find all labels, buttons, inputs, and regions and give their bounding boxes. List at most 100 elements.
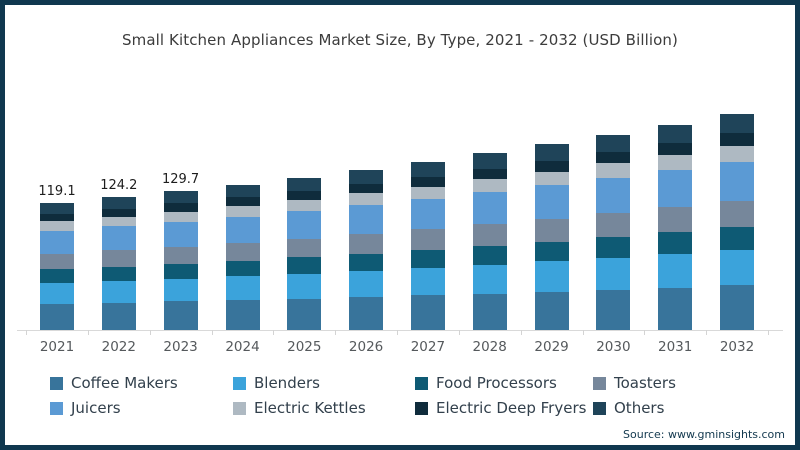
- bar-segment-juicers-2021: [40, 230, 74, 254]
- bar-segment-food-processors-2029: [534, 241, 569, 262]
- bar-segment-blenders-2031: [658, 254, 693, 288]
- bar-segment-others-2023: [163, 191, 198, 204]
- legend-item-food-processors: Food Processors: [415, 374, 557, 392]
- bar-segment-electric-deep-fryers-2029: [534, 160, 569, 172]
- bar-segment-coffee-makers-2031: [658, 287, 693, 330]
- legend-item-electric-deep-fryers: Electric Deep Fryers: [415, 399, 586, 417]
- bar-segment-others-2028: [472, 153, 507, 169]
- bar-segment-others-2027: [410, 162, 445, 177]
- bar-segment-electric-deep-fryers-2028: [472, 168, 507, 180]
- bar-segment-food-processors-2025: [287, 257, 322, 274]
- bar-value-label-2023: 129.7: [161, 172, 200, 188]
- bar-segment-toasters-2024: [225, 242, 260, 261]
- bar-segment-juicers-2027: [410, 199, 445, 230]
- bar-segment-blenders-2023: [163, 278, 198, 302]
- bar-segment-electric-deep-fryers-2023: [163, 203, 198, 212]
- legend-swatch-icon: [415, 376, 428, 390]
- bar-segment-electric-kettles-2023: [163, 211, 198, 222]
- bar-segment-electric-deep-fryers-2021: [40, 213, 74, 222]
- bar-segment-coffee-makers-2022: [101, 302, 136, 330]
- bar-segment-electric-kettles-2025: [287, 199, 322, 212]
- stacked-bar-2030: [596, 134, 631, 330]
- bar-segment-juicers-2032: [720, 161, 754, 201]
- legend-swatch-icon: [593, 376, 606, 390]
- bar-segment-electric-deep-fryers-2026: [349, 184, 384, 194]
- bar-segment-blenders-2030: [596, 257, 631, 290]
- bar-segment-electric-deep-fryers-2032: [720, 133, 754, 146]
- axis-tick: [26, 330, 28, 335]
- bar-segment-toasters-2031: [658, 207, 693, 233]
- chart-inner: Small Kitchen Appliances Market Size, By…: [5, 5, 795, 445]
- bar-segment-blenders-2022: [101, 280, 136, 303]
- bar-segment-food-processors-2022: [101, 266, 136, 281]
- x-axis-label-2031: 2031: [658, 339, 693, 355]
- stacked-bar-2022: [101, 197, 136, 330]
- stacked-bar-2023: [163, 191, 198, 330]
- bar-segment-electric-kettles-2030: [596, 163, 631, 178]
- x-axis-label-2028: 2028: [472, 339, 507, 355]
- bar-segment-juicers-2026: [349, 205, 384, 235]
- bar-segment-coffee-makers-2030: [596, 289, 631, 330]
- axis-tick: [397, 330, 398, 335]
- legend-item-electric-kettles: Electric Kettles: [233, 399, 366, 417]
- bar-segment-electric-kettles-2032: [720, 145, 754, 162]
- bar-segment-others-2022: [101, 197, 136, 209]
- stacked-bar-2028: [472, 153, 507, 330]
- x-axis-label-2032: 2032: [719, 339, 755, 355]
- bar-segment-toasters-2032: [720, 200, 754, 228]
- bar-segment-food-processors-2030: [596, 237, 631, 258]
- legend-label: Coffee Makers: [71, 374, 178, 392]
- legend-item-coffee-makers: Coffee Makers: [50, 374, 178, 392]
- stacked-bar-2027: [410, 162, 445, 330]
- x-axis-label-2021: 2021: [39, 339, 75, 355]
- axis-tick: [87, 330, 89, 335]
- axis-tick: [706, 330, 708, 335]
- bar-segment-others-2026: [349, 170, 384, 185]
- bar-segment-others-2024: [225, 184, 260, 198]
- bar-segment-toasters-2022: [101, 250, 136, 267]
- bar-segment-juicers-2024: [225, 216, 260, 243]
- bar-segment-juicers-2029: [534, 185, 569, 219]
- legend-item-blenders: Blenders: [233, 374, 320, 392]
- bar-segment-toasters-2028: [472, 224, 507, 246]
- bar-segment-toasters-2026: [349, 234, 384, 254]
- bar-segment-blenders-2026: [349, 270, 384, 297]
- bar-segment-blenders-2025: [287, 273, 322, 299]
- bar-value-label-2022: 124.2: [100, 178, 138, 194]
- axis-tick: [458, 330, 460, 335]
- bar-segment-blenders-2028: [472, 264, 507, 294]
- bar-segment-coffee-makers-2029: [534, 291, 569, 330]
- bar-segment-others-2030: [596, 134, 631, 153]
- x-axis-label-2027: 2027: [410, 339, 446, 355]
- x-axis-label-2022: 2022: [101, 339, 136, 355]
- legend-label: Toasters: [614, 374, 676, 392]
- bar-segment-blenders-2029: [534, 261, 569, 292]
- axis-tick: [211, 330, 213, 335]
- bar-segment-others-2025: [287, 177, 322, 192]
- stacked-bar-2021: [40, 202, 74, 330]
- bar-segment-toasters-2029: [534, 218, 569, 242]
- bar-segment-electric-deep-fryers-2024: [225, 197, 260, 206]
- bar-segment-toasters-2027: [410, 229, 445, 250]
- bar-segment-electric-kettles-2028: [472, 179, 507, 193]
- bar-segment-food-processors-2021: [40, 269, 74, 283]
- stacked-bar-2029: [534, 144, 569, 330]
- bar-segment-coffee-makers-2026: [349, 296, 384, 330]
- bar-segment-electric-kettles-2026: [349, 193, 384, 206]
- bar-segment-juicers-2022: [101, 226, 136, 251]
- bar-segment-coffee-makers-2027: [410, 295, 445, 330]
- bar-segment-others-2029: [534, 144, 569, 161]
- bar-segment-blenders-2032: [720, 250, 754, 286]
- stacked-bar-2031: [658, 124, 693, 330]
- bar-segment-toasters-2021: [40, 253, 74, 270]
- bar-segment-food-processors-2032: [720, 227, 754, 251]
- legend-label: Others: [614, 399, 665, 417]
- bar-segment-coffee-makers-2021: [40, 303, 74, 330]
- x-axis-label-2023: 2023: [163, 339, 198, 355]
- bar-segment-electric-kettles-2021: [40, 221, 74, 231]
- axis-tick: [520, 330, 522, 335]
- bar-segment-food-processors-2031: [658, 232, 693, 255]
- bar-segment-electric-deep-fryers-2031: [658, 142, 693, 155]
- axis-tick: [644, 330, 646, 335]
- bar-segment-electric-deep-fryers-2027: [410, 176, 445, 187]
